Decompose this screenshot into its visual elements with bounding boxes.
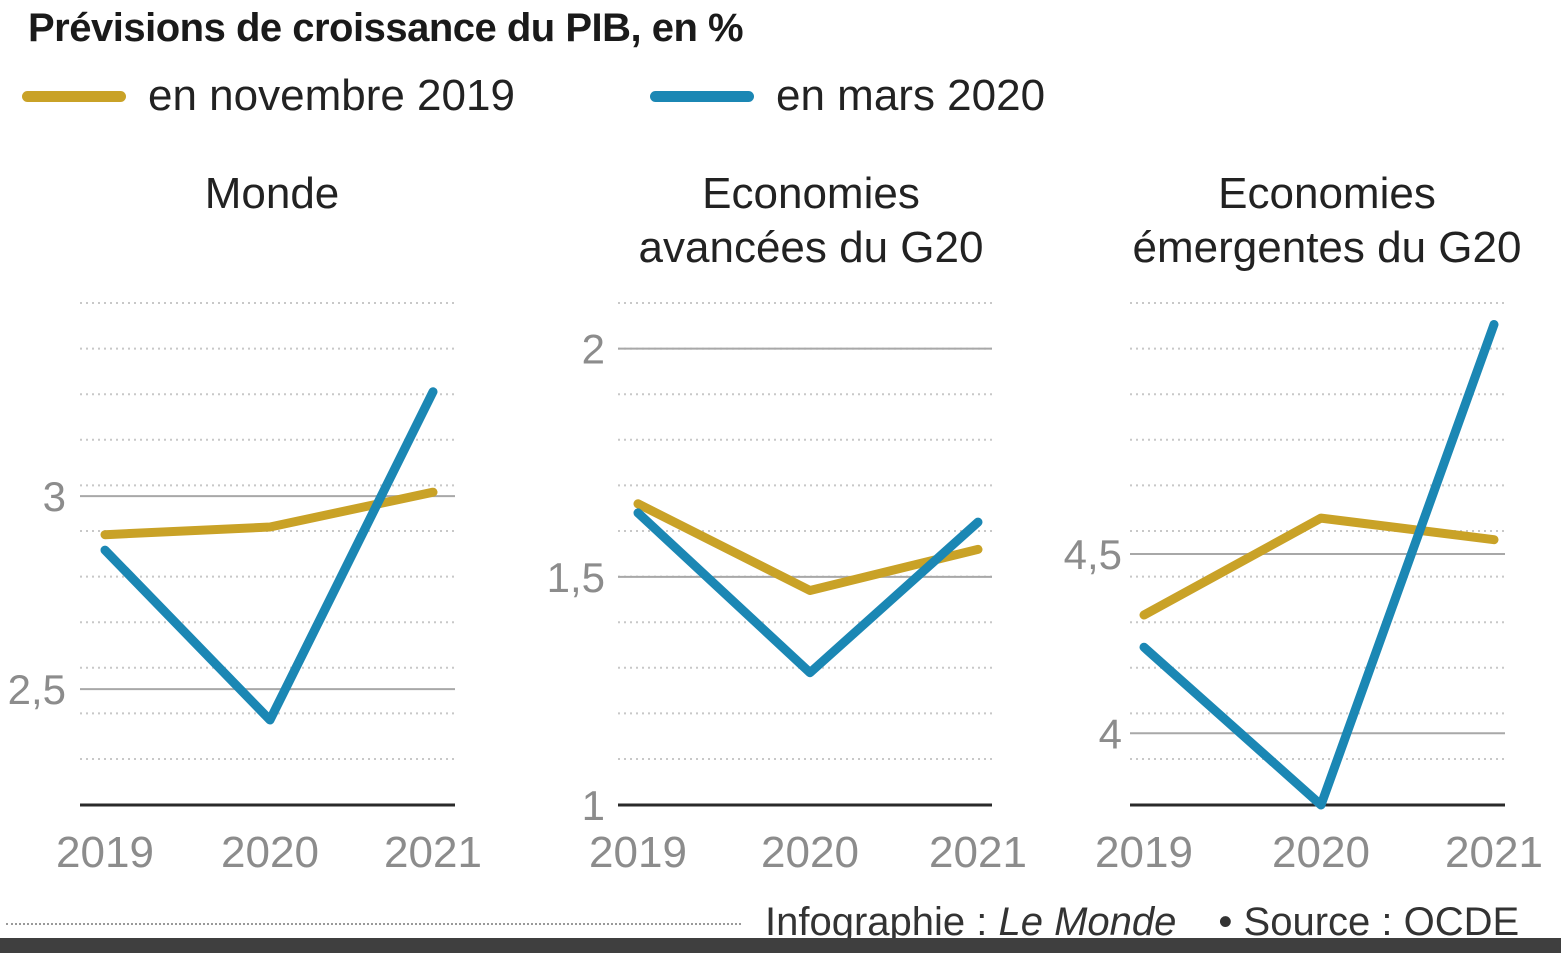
panel-3-xtick-label: 2019 xyxy=(1095,828,1193,877)
panel-2-xtick-label: 2021 xyxy=(929,828,1027,877)
credit-name: Le Monde xyxy=(998,900,1177,944)
legend-item-mar-2020: en mars 2020 xyxy=(650,68,1045,124)
footer-divider xyxy=(6,923,741,925)
legend-swatch-nov-2019 xyxy=(22,90,126,102)
legend-label-nov-2019: en novembre 2019 xyxy=(148,71,515,120)
panel-2-xtick-label: 2020 xyxy=(761,828,859,877)
panel-3-title-line-2: émergentes du G20 xyxy=(1133,223,1522,272)
legend-label-mar-2020: en mars 2020 xyxy=(776,71,1046,120)
bottom-bar xyxy=(0,938,1561,953)
footer: Infographie : Le Monde • Source : OCDE xyxy=(765,900,1519,945)
panel-3-ytick-label: 4,5 xyxy=(1064,531,1122,578)
panel-2-ytick-label: 1 xyxy=(582,782,605,829)
panel-1-xtick-label: 2019 xyxy=(56,828,154,877)
panel-2-title-line-2: avancées du G20 xyxy=(639,223,984,272)
panel-1-xtick-label: 2020 xyxy=(221,828,319,877)
legend-item-nov-2019: en novembre 2019 xyxy=(22,68,515,124)
panel-3-series-line-mar-2020 xyxy=(1139,320,1499,810)
panel-1-ytick-label: 2,5 xyxy=(8,666,66,713)
panel-3-xtick-label: 2020 xyxy=(1272,828,1370,877)
panel-3-title-line-1: Economies xyxy=(1218,169,1436,218)
panel-3-series-line-nov-2019 xyxy=(1139,513,1499,620)
source-text: • Source : OCDE xyxy=(1218,900,1520,944)
panel-3-ytick-label: 4 xyxy=(1099,710,1122,757)
panel-2-xtick-label: 2019 xyxy=(589,828,687,877)
panel-2-series-line-mar-2020 xyxy=(633,508,983,678)
panel-1-series-line-mar-2020 xyxy=(100,387,438,725)
panel-1-ytick-label: 3 xyxy=(43,473,66,520)
panel-1-title-line-1: Monde xyxy=(205,169,340,218)
credit-prefix: Infographie : xyxy=(765,900,999,944)
chart-title: Prévisions de croissance du PIB, en % xyxy=(28,6,744,50)
panel-2-ytick-label: 2 xyxy=(582,326,605,373)
panel-2-title-line-1: Economies xyxy=(702,169,920,218)
panel-2-series-line-nov-2019 xyxy=(633,499,983,595)
panel-2-ytick-label: 1,5 xyxy=(547,554,605,601)
panel-3-xtick-label: 2021 xyxy=(1445,828,1543,877)
legend-swatch-mar-2020 xyxy=(650,90,754,102)
panel-1-xtick-label: 2021 xyxy=(384,828,482,877)
